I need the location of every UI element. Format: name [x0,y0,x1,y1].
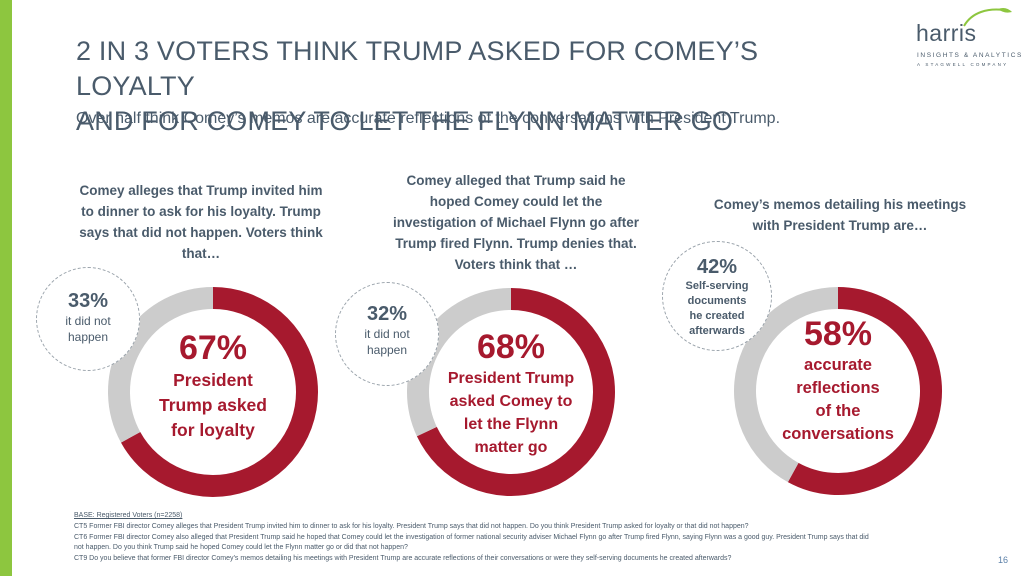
main-label: conversations [782,425,894,443]
main-label: of the [815,402,861,420]
donut-segment-main [787,287,942,495]
footnotes: BASE: Registered Voters (n=2258) CT5 For… [74,511,964,565]
main-label: asked Comey to [449,393,573,410]
main-label: matter go [474,439,548,456]
logo-company: A STAGWELL COMPANY [917,62,1009,67]
main-percent: 68% [476,328,546,366]
footnote-line: CT6 Former FBI director Comey also alleg… [74,533,869,541]
accent-bar [0,0,12,576]
side-label: it did not [364,327,410,341]
side-percent: 42% [696,256,738,278]
question-line: with President Trump are… [752,218,928,233]
side-label: he created [689,310,745,322]
title-line-1: 2 IN 3 VOTERS THINK TRUMP ASKED FOR COME… [76,36,759,101]
side-label: happen [67,330,109,344]
question-2: Comey alleged that Trump said he hoped C… [366,170,666,275]
question-line: Comey alleged that Trump said he [406,173,626,188]
question-line: to dinner to ask for his loyalty. Trump [81,204,321,219]
donut-segment-rest [734,287,839,483]
footnote-line: CT9 Do you believe that former FBI direc… [74,555,732,563]
side-label: afterwards [689,325,745,337]
footnote-line: not happen. Do you think Trump said he h… [74,544,408,552]
base-note: BASE: Registered Voters (n=2258) [74,512,183,519]
main-label: let the Flynn [463,416,559,433]
page-subtitle: Over half think Comey’s memos are accura… [76,110,781,127]
logo-wordmark: harris [916,20,977,46]
donut-segment-main [120,287,318,497]
side-callout-2: 32% it did not happen [335,282,439,386]
main-label: reflections [796,379,880,397]
page-title: 2 IN 3 VOTERS THINK TRUMP ASKED FOR COME… [76,34,876,139]
question-1: Comey alleges that Trump invited him to … [60,180,342,264]
logo-tagline: INSIGHTS & ANALYTICS [917,52,1023,59]
footnote-line: CT5 Former FBI director Comey alleges th… [74,522,749,530]
donut-chart-3 [734,287,942,495]
donut-center-1: 67% President Trump asked for loyalty [133,328,293,443]
main-label: accurate [804,356,872,374]
main-label: President [173,370,253,390]
question-line: Trump fired Flynn. Trump denies that. [395,236,637,251]
main-label: President Trump [447,370,575,387]
question-line: Comey’s memos detailing his meetings [713,197,967,212]
side-callout-1: 33% it did not happen [36,267,140,371]
question-line: that… [181,246,221,261]
main-label: for loyalty [171,420,255,440]
main-percent: 58% [803,315,873,353]
side-label: Self-serving [685,280,749,292]
main-label: Trump asked [159,395,267,415]
donut-center-2: 68% President Trump asked Comey to let t… [431,327,591,459]
side-label: happen [366,343,408,357]
question-line: Voters think that … [454,257,578,272]
donut-center-3: 58% accurate reflections of the conversa… [758,314,918,446]
side-callout-3: 42% Self-serving documents he created af… [662,241,772,351]
question-3: Comey’s memos detailing his meetings wit… [690,194,990,236]
leaf-icon [963,8,1012,27]
harris-logo: harris INSIGHTS & ANALYTICS A STAGWELL C… [916,8,1021,67]
title-line-2: AND FOR COMEY TO LET THE FLYNN MATTER GO [76,106,734,136]
page-number: 16 [998,555,1009,565]
side-percent: 32% [366,303,408,325]
donut-segment-main [416,288,615,496]
question-line: hoped Comey could let the [429,194,603,209]
question-line: says that did not happen. Voters think [79,225,323,240]
side-percent: 33% [67,290,109,312]
main-percent: 67% [178,329,248,367]
question-line: investigation of Michael Flynn go after [392,215,640,230]
side-label: documents [687,295,747,307]
side-label: it did not [65,314,111,328]
question-line: Comey alleges that Trump invited him [79,183,323,198]
